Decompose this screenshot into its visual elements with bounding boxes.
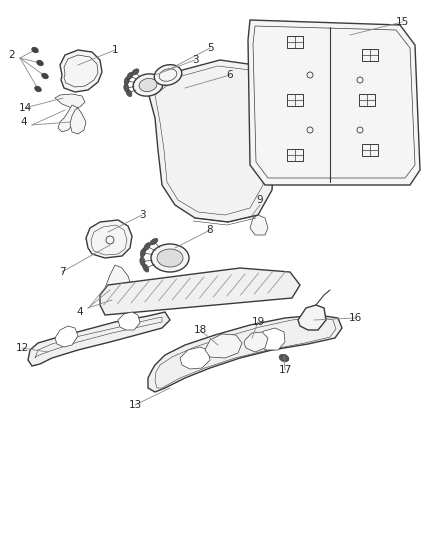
- Ellipse shape: [279, 354, 289, 362]
- Polygon shape: [148, 315, 342, 392]
- Bar: [287, 149, 303, 161]
- Polygon shape: [100, 268, 300, 315]
- Text: 15: 15: [396, 17, 409, 27]
- Text: 17: 17: [279, 365, 292, 375]
- Ellipse shape: [151, 244, 189, 272]
- Polygon shape: [250, 215, 268, 235]
- Ellipse shape: [124, 84, 129, 92]
- Ellipse shape: [143, 264, 149, 272]
- Polygon shape: [55, 94, 85, 108]
- Text: 4: 4: [21, 117, 27, 127]
- Text: 13: 13: [128, 400, 141, 410]
- Ellipse shape: [35, 86, 41, 92]
- Ellipse shape: [132, 69, 139, 75]
- Text: 3: 3: [139, 210, 145, 220]
- Ellipse shape: [139, 78, 157, 92]
- Text: 12: 12: [15, 343, 28, 353]
- Text: 14: 14: [18, 103, 32, 113]
- Text: 6: 6: [227, 70, 233, 80]
- Ellipse shape: [157, 249, 183, 267]
- Text: 9: 9: [257, 195, 263, 205]
- Ellipse shape: [127, 72, 133, 79]
- Text: 4: 4: [77, 307, 83, 317]
- Text: 19: 19: [251, 317, 265, 327]
- Polygon shape: [55, 326, 78, 347]
- Text: 16: 16: [348, 313, 362, 323]
- Polygon shape: [58, 105, 78, 132]
- Ellipse shape: [154, 64, 182, 85]
- Polygon shape: [70, 108, 86, 134]
- Text: 18: 18: [193, 325, 207, 335]
- Ellipse shape: [140, 257, 145, 266]
- Ellipse shape: [144, 243, 150, 251]
- Polygon shape: [148, 60, 275, 222]
- Polygon shape: [255, 328, 285, 350]
- Ellipse shape: [42, 73, 48, 79]
- Ellipse shape: [140, 248, 146, 257]
- Ellipse shape: [133, 74, 163, 96]
- Polygon shape: [180, 347, 210, 369]
- Ellipse shape: [126, 90, 132, 96]
- Polygon shape: [105, 265, 132, 305]
- Polygon shape: [205, 334, 242, 358]
- Bar: [362, 49, 378, 61]
- Text: 8: 8: [207, 225, 213, 235]
- Ellipse shape: [124, 77, 129, 85]
- Text: 1: 1: [112, 45, 118, 55]
- Text: 7: 7: [59, 267, 65, 277]
- Bar: [359, 94, 375, 106]
- Polygon shape: [298, 305, 326, 330]
- Bar: [287, 36, 303, 48]
- Ellipse shape: [32, 47, 38, 53]
- Polygon shape: [86, 220, 132, 258]
- Polygon shape: [28, 312, 170, 366]
- Ellipse shape: [150, 238, 158, 245]
- Ellipse shape: [37, 60, 43, 66]
- Text: 2: 2: [9, 50, 15, 60]
- Bar: [362, 144, 378, 156]
- Text: 5: 5: [207, 43, 213, 53]
- Polygon shape: [118, 312, 140, 330]
- Text: 3: 3: [192, 55, 198, 65]
- Polygon shape: [244, 332, 268, 352]
- Polygon shape: [248, 20, 420, 185]
- Polygon shape: [60, 50, 102, 92]
- Bar: [287, 94, 303, 106]
